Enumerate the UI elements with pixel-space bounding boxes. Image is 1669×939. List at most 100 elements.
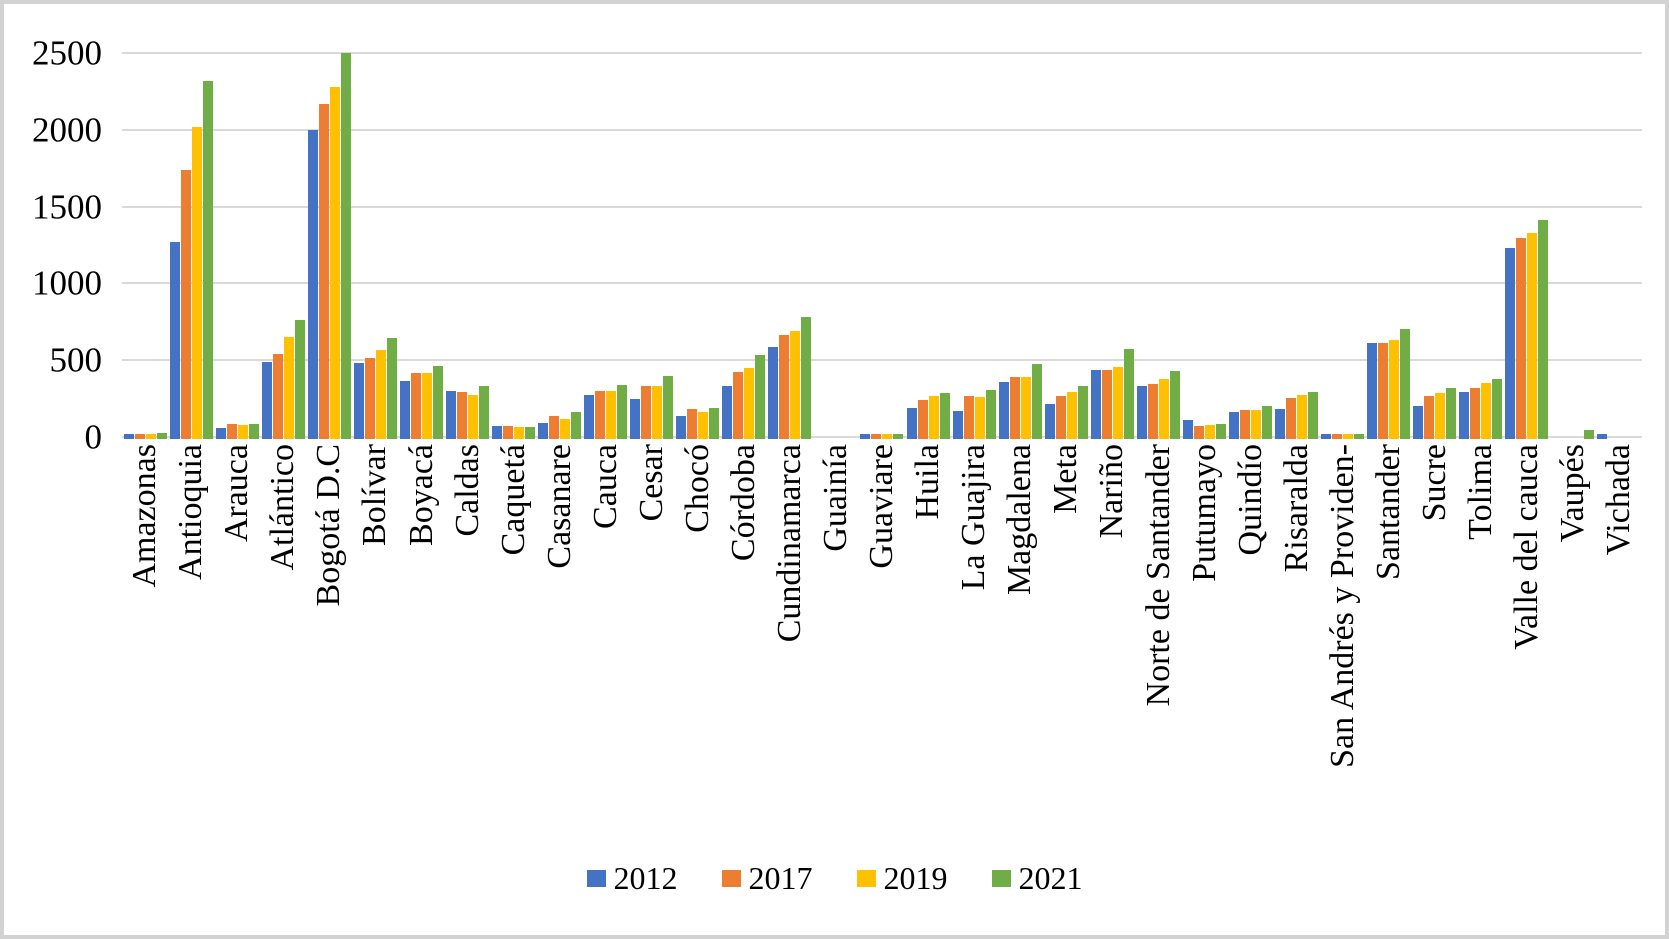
- x-tick-cell: Tolima: [1458, 444, 1504, 812]
- bar: [906, 407, 917, 439]
- bar: [1492, 379, 1503, 439]
- bar: [1435, 393, 1446, 439]
- bar: [1424, 395, 1435, 439]
- bar-group: [1274, 53, 1320, 439]
- bar: [871, 434, 882, 439]
- x-tick-label: Meta: [1047, 444, 1085, 514]
- y-tick-label: 2500: [32, 33, 102, 73]
- bar: [202, 80, 213, 439]
- bar: [882, 434, 893, 439]
- gridline-1500: [122, 205, 1642, 208]
- bar: [467, 394, 478, 439]
- bar: [329, 86, 340, 439]
- x-tick-cell: Guainía: [813, 444, 859, 812]
- x-tick-label: Valle del cauca: [1508, 444, 1545, 650]
- bar-group: [1550, 53, 1596, 439]
- x-tick-label: Magdalena: [1001, 444, 1039, 596]
- legend-label: 2012: [613, 860, 678, 896]
- x-tick-cell: Atlántico: [260, 444, 306, 812]
- bar: [1343, 433, 1354, 439]
- bar: [733, 371, 744, 439]
- x-tick-cell: Chocó: [675, 444, 721, 812]
- legend-swatch-2021: [991, 869, 1011, 887]
- bar: [1101, 370, 1112, 439]
- bar: [641, 386, 652, 439]
- gridline-2000: [122, 128, 1642, 131]
- x-axis: Amazonas Antioquia Arauca Atlántico Bogotá D…: [122, 444, 1642, 812]
- x-tick-label: Cesar: [632, 444, 670, 522]
- bar: [1378, 342, 1389, 439]
- bar: [1446, 387, 1457, 439]
- bar: [514, 426, 524, 439]
- bar-group: [905, 53, 951, 439]
- x-tick-label: La Guajira: [955, 444, 993, 591]
- legend-item-2017: 2017: [721, 860, 813, 896]
- bar: [169, 241, 180, 439]
- y-tick-label: 500: [49, 340, 103, 380]
- legend-item-2012: 2012: [586, 860, 678, 896]
- bar: [1044, 403, 1055, 439]
- legend-label: 2021: [1018, 860, 1083, 896]
- x-tick-label: Bolívar: [356, 444, 394, 546]
- x-tick-cell: Caldas: [444, 444, 490, 812]
- bar: [1481, 383, 1492, 439]
- x-tick-cell: Nariño: [1089, 444, 1135, 812]
- bar-group: [398, 53, 444, 439]
- bar: [445, 390, 456, 439]
- bar: [1077, 386, 1088, 439]
- gridline-1000: [122, 282, 1642, 285]
- bar: [755, 354, 766, 439]
- bar-group: [767, 53, 813, 439]
- bar-group: [629, 53, 675, 439]
- bar-group: [1596, 53, 1642, 439]
- x-tick-label: Casanare: [540, 444, 578, 569]
- x-tick-label: Santander: [1369, 444, 1407, 580]
- bar: [630, 398, 641, 439]
- bar: [571, 412, 582, 439]
- x-tick-cell: Boyacá: [398, 444, 444, 812]
- bar: [1505, 248, 1516, 439]
- bar: [318, 103, 329, 439]
- bar-group: [444, 53, 490, 439]
- legend-item-2019: 2019: [856, 862, 948, 894]
- bar: [145, 433, 156, 439]
- x-tick-label: Quindío: [1231, 444, 1269, 556]
- bar: [261, 361, 272, 439]
- bar: [963, 396, 974, 439]
- bar: [801, 317, 812, 439]
- bar: [595, 390, 606, 439]
- bar: [1367, 342, 1378, 439]
- x-tick-cell: Valle del cauca: [1504, 444, 1550, 812]
- bar-group: [813, 53, 859, 439]
- bar: [985, 390, 996, 439]
- bar-group: [721, 53, 767, 439]
- bar: [1584, 430, 1595, 439]
- bar: [237, 425, 248, 439]
- x-tick-cell: Casanare: [537, 444, 583, 812]
- bar-group: [1181, 53, 1227, 439]
- x-tick-label: Antioquia: [172, 444, 210, 580]
- x-tick-label: Putumayo: [1185, 444, 1223, 582]
- legend-label: 2017: [748, 860, 813, 896]
- bar: [998, 382, 1009, 439]
- bar-group: [214, 53, 260, 439]
- bar: [1527, 232, 1538, 439]
- bar: [1112, 367, 1123, 439]
- bar: [1275, 409, 1286, 439]
- bar: [1332, 433, 1343, 439]
- x-tick-cell: Cauca: [583, 444, 629, 812]
- bar: [939, 393, 950, 439]
- bar: [722, 385, 733, 439]
- bar: [1136, 385, 1147, 439]
- bar: [386, 337, 397, 439]
- bar: [1470, 387, 1481, 439]
- bar: [180, 169, 191, 439]
- gridline-500: [122, 359, 1642, 362]
- bar: [503, 426, 513, 439]
- bar: [1297, 394, 1308, 439]
- bar: [1389, 340, 1400, 439]
- bar: [1123, 348, 1134, 439]
- x-tick-label: Amazonas: [126, 444, 164, 588]
- legend-swatch-2012: [586, 869, 606, 887]
